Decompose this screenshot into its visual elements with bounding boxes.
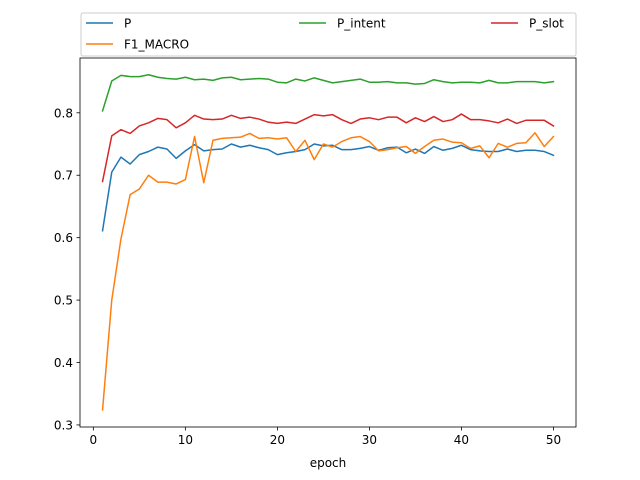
series-layer <box>101 73 555 411</box>
legend-label: P_intent <box>337 17 386 31</box>
y-tick-label: 0.3 <box>54 418 73 432</box>
series-line-p-slot <box>101 113 555 183</box>
x-tick-label: 20 <box>270 433 285 447</box>
x-tick-label: 30 <box>362 433 377 447</box>
series-line-p-intent <box>101 73 555 112</box>
x-axis-label: epoch <box>310 456 347 470</box>
y-tick-label: 0.6 <box>54 231 73 245</box>
legend: P F1_MACRO P_intent P_slot <box>80 12 577 57</box>
legend-label: P_slot <box>529 17 564 31</box>
y-tick-label: 0.4 <box>54 356 73 370</box>
y-tick-label: 0.7 <box>54 169 73 183</box>
y-axis-ticks: 0.3 0.4 0.5 0.6 0.7 0.8 <box>54 106 80 432</box>
legend-label: P <box>124 17 131 31</box>
x-axis-ticks: 0 10 20 30 40 50 <box>90 427 561 447</box>
series-line-f1-macro <box>101 132 555 411</box>
x-tick-label: 50 <box>546 433 561 447</box>
x-tick-label: 10 <box>178 433 193 447</box>
plot-frame <box>79 57 577 428</box>
y-tick-label: 0.5 <box>54 294 73 308</box>
x-tick-label: 40 <box>454 433 469 447</box>
legend-label: F1_MACRO <box>124 38 189 52</box>
legend-box <box>80 12 577 57</box>
x-tick-label: 0 <box>90 433 98 447</box>
y-tick-label: 0.8 <box>54 106 73 120</box>
